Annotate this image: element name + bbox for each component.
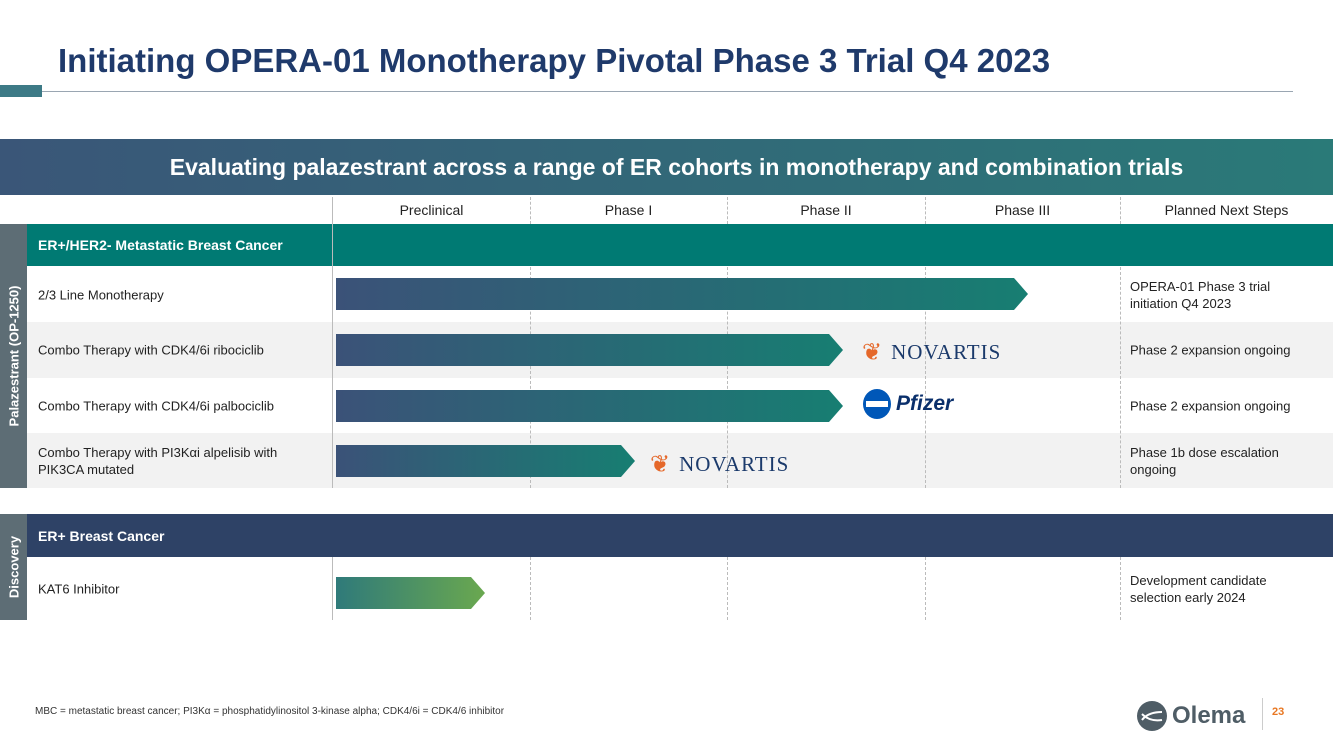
column-header-phase-1: Phase I [604,201,653,218]
row-label: KAT6 Inhibitor [38,581,120,596]
column-header-next-steps: Planned Next Steps [1164,201,1289,218]
column-divider [530,267,531,488]
novartis-logo: ❦ NOVARTIS [650,450,789,479]
column-divider [1120,557,1121,620]
next-step: Phase 1b dose escalation ongoing [1130,444,1279,477]
column-divider [332,197,333,488]
column-divider [925,557,926,620]
novartis-flame-icon: ❦ [862,340,884,366]
side-label-discovery: Discovery [0,514,27,620]
novartis-logo: ❦ NOVARTIS [862,338,1001,367]
title-divider [42,91,1293,92]
column-divider [530,557,531,620]
column-divider [332,557,333,620]
progress-bar-phase-2 [336,390,843,422]
column-divider [1120,267,1121,488]
progress-bar-phase-1 [336,445,635,477]
section-header: ER+/HER2- Metastatic Breast Cancer [27,224,1333,266]
page-number: 23 [1272,706,1285,718]
column-divider [727,557,728,620]
progress-bar-phase-2 [336,334,843,366]
progress-bar-preclinical [336,577,485,609]
table-row: KAT6 Inhibitor Development candidate sele… [27,557,1333,620]
row-label: Combo Therapy with CDK4/6i palbociclib [38,398,275,413]
column-header-phase-3: Phase III [994,201,1051,218]
column-divider [727,267,728,488]
pfizer-logo: Pfizer [862,387,953,421]
next-step: OPERA-01 Phase 3 trial initiation Q4 202… [1130,278,1271,311]
column-header-phase-2: Phase II [800,201,852,218]
olema-icon [1137,701,1167,731]
row-label: Combo Therapy with CDK4/6i ribociclib [38,342,264,358]
page-title: Initiating OPERA-01 Monotherapy Pivotal … [58,42,1051,79]
next-step: Development candidate selection early 20… [1130,572,1267,605]
row-label: 2/3 Line Monotherapy [38,287,164,302]
column-header-preclinical: Preclinical [399,201,464,218]
title-accent [0,85,42,97]
side-label-palazestrant: Palazestrant (OP-1250) [0,224,27,488]
row-label: Combo Therapy with PI3Kαi alpelisib with… [38,444,278,477]
pfizer-icon [863,389,891,419]
novartis-flame-icon: ❦ [650,452,672,478]
table-row: Combo Therapy with PI3Kαi alpelisib with… [27,433,1333,488]
footer-divider [1262,698,1263,730]
partner-name: Pfizer [896,392,954,415]
column-divider [530,197,531,224]
table-row: Combo Therapy with CDK4/6i ribociclib Pha… [27,322,1333,378]
section-header: ER+ Breast Cancer [27,514,1333,557]
olema-wordmark: Olema [1172,702,1246,729]
footnote: MBC = metastatic breast cancer; PI3Kα = … [35,706,505,717]
partner-name: NOVARTIS [679,452,790,476]
partner-name: NOVARTIS [891,340,1002,364]
banner: Evaluating palazestrant across a range o… [0,139,1333,195]
column-divider [1120,197,1121,224]
next-step: Phase 2 expansion ongoing [1130,342,1291,358]
column-divider [727,197,728,224]
next-step: Phase 2 expansion ongoing [1130,398,1291,413]
table-row: 2/3 Line Monotherapy OPERA-01 Phase 3 tri… [27,267,1333,322]
column-divider [925,197,926,224]
column-divider [925,267,926,488]
progress-bar-phase-3 [336,278,1028,310]
olema-logo: Olema [1136,700,1245,732]
